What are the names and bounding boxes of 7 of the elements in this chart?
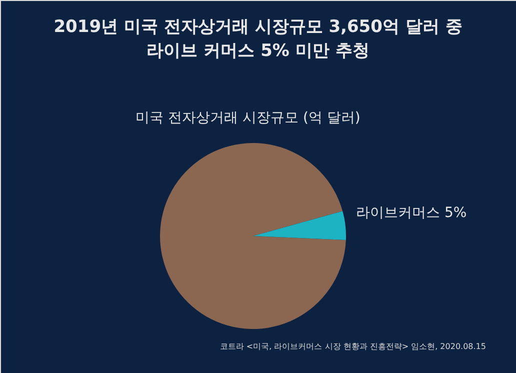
slice-label: 미국 전자상거래 시장규모 (억 달러) <box>136 110 360 126</box>
text: 라이브 커머스 5% 미만 추청 <box>146 41 370 61</box>
slice-label: 라이브커머스 5% <box>356 205 467 221</box>
text: 2019년 미국 전자상거래 시장규모 3,650억 달러 중 <box>54 17 462 37</box>
pie-slice <box>160 143 346 329</box>
text: 코트라 <미국, 라이브커머스 시장 현황과 진흥전략> 임소현, 2020.08.15 <box>220 342 486 351</box>
pie-slice <box>253 211 346 240</box>
